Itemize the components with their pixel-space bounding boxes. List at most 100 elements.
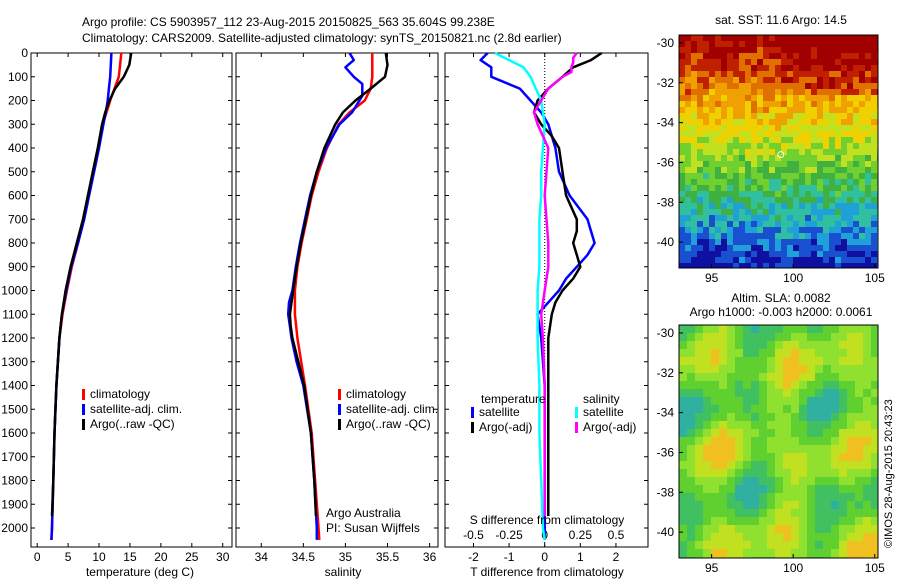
map-cell [835,263,841,268]
map-cell [703,83,709,89]
map-cell [841,65,847,71]
map-cell [839,365,847,373]
map-cell [823,349,831,357]
map-cell [871,325,878,333]
map-cell [823,35,829,41]
map-cell [871,525,878,533]
map-cell [775,179,781,185]
map-cell [695,453,703,461]
map-cell [679,509,687,517]
map-cell [719,477,727,485]
map-cell [697,149,703,155]
map-cell [853,113,859,119]
map-cell [733,65,739,71]
map-cell [763,71,769,77]
map-cell [775,197,781,203]
map-cell [823,517,831,525]
series-line-argo-adj- [532,52,578,517]
map-cell [859,131,865,137]
map-cell [781,263,787,268]
map-cell [847,501,855,509]
map-cell [793,197,799,203]
map-cell [805,173,811,179]
x-tick-label: -1 [504,550,515,564]
map-cell [711,445,719,453]
map-cell [679,185,685,191]
map-cell [769,53,775,59]
map-cell [733,215,739,221]
map-cell [759,373,767,381]
x-tick-label: 25 [185,550,199,564]
map-cell [829,239,835,245]
map-cell [855,373,863,381]
map-cell [679,143,685,149]
x-tick-label: -2 [468,550,479,564]
map-cell [793,137,799,143]
map-cell [775,227,781,233]
map-cell [807,357,815,365]
legend-swatch [575,422,578,433]
map-cell [745,209,751,215]
map-cell [743,445,751,453]
map-cell [757,155,763,161]
map-cell [841,227,847,233]
map-cell [799,373,807,381]
map-cell [839,413,847,421]
map-cell [679,65,685,71]
map-cell [697,59,703,65]
map-cell [743,413,751,421]
map-cell [739,233,745,239]
map-cell [751,239,757,245]
map-cell [715,125,721,131]
map-cell [787,53,793,59]
map-cell [687,477,695,485]
map-cell [841,185,847,191]
map-cell [841,71,847,77]
map-cell [811,77,817,83]
map-cell [759,349,767,357]
map-cell [767,461,775,469]
map-cell [787,155,793,161]
map-cell [859,161,865,167]
map-cell [829,47,835,53]
depth-tick-label: 400 [8,141,28,155]
map-cell [775,71,781,77]
map-cell [793,101,799,107]
map-cell [807,405,815,413]
map-cell [703,389,711,397]
map-cell [807,445,815,453]
map-cell [769,185,775,191]
map-cell [679,325,687,333]
map-cell [847,65,853,71]
map-cell [745,107,751,113]
map-cell [721,197,727,203]
map-cell [715,65,721,71]
map-cell [817,209,823,215]
map-cell [715,143,721,149]
map-cell [721,107,727,113]
map-cell [839,421,847,429]
map-cell [767,485,775,493]
map-cell [859,53,865,59]
map-cell [745,95,751,101]
map-cell [727,215,733,221]
map-cell [715,71,721,77]
map-cell [805,263,811,268]
map-cell [751,203,757,209]
map-cell [823,325,831,333]
map-cell [759,509,767,517]
map-cell [757,71,763,77]
map-cell [781,203,787,209]
map-cell [697,239,703,245]
map-cell [871,95,877,101]
map-cell [691,221,697,227]
map-cell [703,119,709,125]
map-cell [853,89,859,95]
map-cell [757,107,763,113]
map-cell [721,101,727,107]
map-cell [847,83,853,89]
map-cell [799,107,805,113]
map-cell [757,149,763,155]
map-cell [823,245,829,251]
map-cell [757,59,763,65]
